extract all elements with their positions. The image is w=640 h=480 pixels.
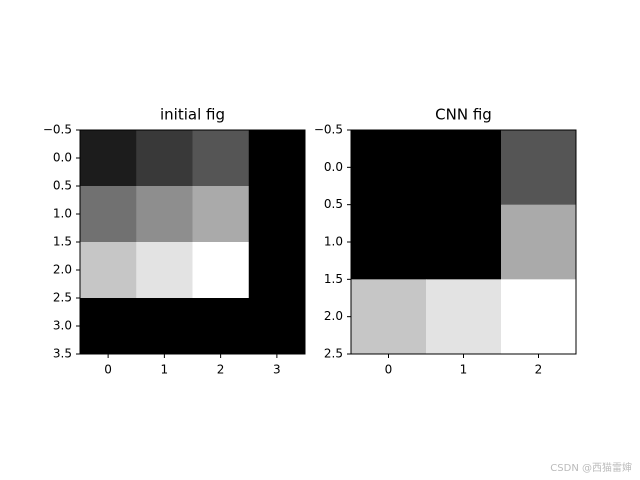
y-tick-label: 2.5 bbox=[324, 347, 343, 361]
y-tick-label: −0.5 bbox=[43, 123, 72, 137]
cell bbox=[426, 130, 502, 206]
cell bbox=[192, 298, 250, 355]
cell bbox=[351, 279, 427, 355]
cell bbox=[80, 242, 137, 299]
cell bbox=[501, 279, 577, 355]
cell bbox=[136, 186, 193, 243]
cell bbox=[426, 279, 502, 355]
x-tick-label: 1 bbox=[460, 363, 468, 377]
y-tick-label: 2.5 bbox=[53, 291, 72, 305]
cell bbox=[80, 130, 137, 187]
x-tick-label: 1 bbox=[161, 363, 169, 377]
y-tick-label: 3.5 bbox=[53, 347, 72, 361]
cell bbox=[248, 186, 306, 243]
watermark: CSDN @西猫雷婶 bbox=[550, 461, 632, 474]
y-tick-label: 2.0 bbox=[324, 309, 343, 323]
cell bbox=[192, 130, 250, 187]
y-tick-label: 0.0 bbox=[53, 151, 72, 165]
cell bbox=[136, 130, 193, 187]
x-tick-label: 0 bbox=[385, 363, 393, 377]
y-tick-label: 1.5 bbox=[53, 235, 72, 249]
cell bbox=[351, 204, 427, 280]
y-tick-label: 0.5 bbox=[324, 197, 343, 211]
y-tick-label: 2.0 bbox=[53, 263, 72, 277]
x-tick-label: 3 bbox=[273, 363, 281, 377]
y-tick-label: 3.0 bbox=[53, 319, 72, 333]
x-tick-label: 2 bbox=[535, 363, 543, 377]
cell bbox=[80, 186, 137, 243]
y-tick-label: 1.0 bbox=[324, 235, 343, 249]
x-tick-label: 0 bbox=[104, 363, 112, 377]
cell bbox=[248, 242, 306, 299]
x-tick-label: 2 bbox=[217, 363, 225, 377]
chart-title: CNN fig bbox=[435, 106, 492, 124]
chart-title: initial fig bbox=[160, 106, 225, 124]
y-tick-label: −0.5 bbox=[314, 123, 343, 137]
cell bbox=[248, 130, 306, 187]
cell bbox=[136, 298, 193, 355]
y-tick-label: 1.0 bbox=[53, 207, 72, 221]
cell bbox=[501, 204, 577, 280]
cell bbox=[192, 186, 250, 243]
y-tick-label: 0.0 bbox=[324, 160, 343, 174]
cell bbox=[501, 130, 577, 206]
cell bbox=[248, 298, 306, 355]
y-tick-label: 0.5 bbox=[53, 179, 72, 193]
cell bbox=[136, 242, 193, 299]
cell bbox=[351, 130, 427, 206]
cell bbox=[426, 204, 502, 280]
cell bbox=[80, 298, 137, 355]
cell bbox=[192, 242, 250, 299]
y-tick-label: 1.5 bbox=[324, 272, 343, 286]
